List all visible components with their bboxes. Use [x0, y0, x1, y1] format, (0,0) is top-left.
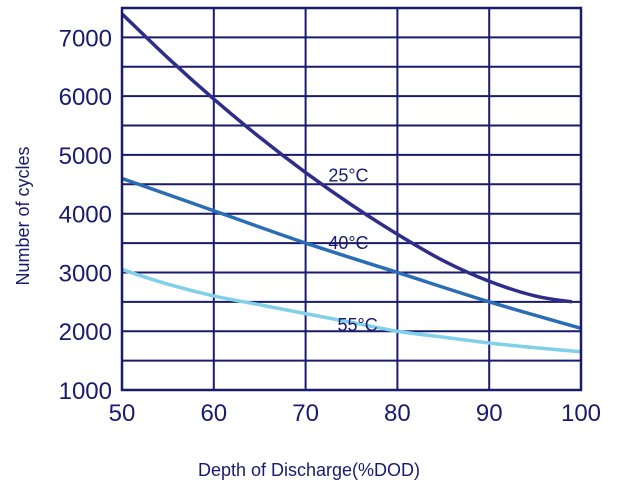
x-tick-label: 80	[384, 400, 411, 427]
x-tick-labels: 50 60 70 80 90 100	[109, 400, 601, 427]
series-label-1: 40°C	[328, 233, 368, 253]
series-label-0: 25°C	[328, 165, 368, 185]
series-label-2: 55°C	[338, 315, 378, 335]
x-tick-label: 100	[561, 400, 601, 427]
y-tick-label: 2000	[59, 319, 112, 346]
x-tick-label: 70	[292, 400, 319, 427]
y-tick-label: 4000	[59, 202, 112, 229]
plot-frame	[120, 6, 583, 392]
y-tick-label: 3000	[59, 260, 112, 287]
series-line-0	[120, 12, 573, 304]
x-tick-label: 50	[109, 400, 136, 427]
y-tick-label: 7000	[59, 25, 112, 52]
y-tick-label: 6000	[59, 84, 112, 111]
y-tick-labels: 1000 2000 3000 4000 5000 6000 7000	[59, 25, 112, 405]
y-tick-label: 5000	[59, 143, 112, 170]
grid	[122, 8, 581, 390]
y-axis-label: Number of cycles	[13, 146, 33, 285]
series-line-2	[121, 267, 582, 354]
series-labels: 25°C 40°C 55°C	[328, 165, 377, 335]
x-tick-label: 90	[476, 400, 503, 427]
x-tick-label: 60	[200, 400, 227, 427]
x-axis-label: Depth of Discharge(%DOD)	[198, 460, 420, 480]
series-group	[120, 12, 582, 354]
y-tick-label: 1000	[59, 378, 112, 405]
series-line-1	[121, 176, 582, 330]
